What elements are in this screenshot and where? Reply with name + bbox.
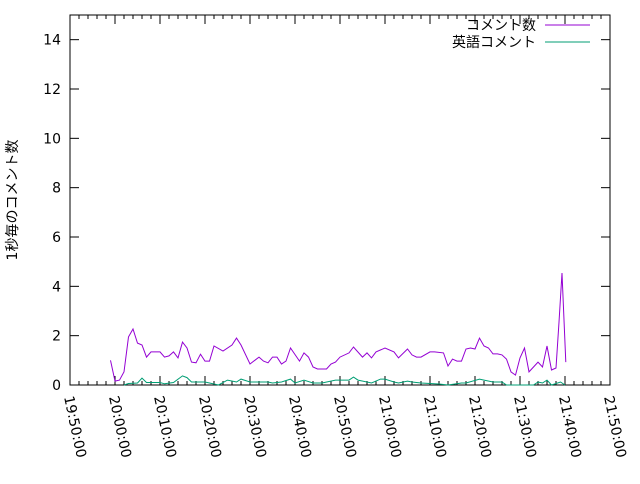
y-tick-label: 2 — [52, 329, 61, 345]
legend-label: 英語コメント — [452, 34, 536, 51]
x-tick-label: 21:00:00 — [375, 395, 404, 460]
x-tick-label: 20:20:00 — [195, 395, 224, 460]
x-tick-label: 21:20:00 — [465, 395, 494, 460]
series-line — [110, 272, 567, 382]
plot-border — [69, 14, 611, 386]
series-group — [110, 272, 567, 386]
x-tick-label: 21:10:00 — [420, 395, 449, 460]
y-tick-label: 14 — [43, 33, 61, 49]
axes: 0 2 4 6 8 10 12 14 19:50:00 20:00:00 20:10:00 20:20… — [43, 14, 629, 460]
x-tick-label: 20:50:00 — [330, 395, 359, 460]
x-tick-label: 20:30:00 — [240, 395, 269, 460]
y-tick-label: 8 — [52, 181, 61, 197]
x-tick-label: 21:30:00 — [510, 395, 539, 460]
y-tick-label: 12 — [43, 82, 61, 98]
x-tick-label: 20:40:00 — [285, 395, 314, 460]
x-tick-label: 20:00:00 — [105, 395, 134, 460]
y-tick-label: 0 — [52, 378, 61, 394]
legend-label: コメント数 — [466, 18, 536, 34]
series-line — [123, 375, 566, 386]
x-tick-label: 20:10:00 — [150, 395, 179, 460]
x-tick-label: 21:40:00 — [555, 395, 584, 460]
y-axis-label: 1秒毎のコメント数 — [5, 140, 21, 261]
y-tick-label: 6 — [52, 230, 61, 246]
x-tick-label: 19:50:00 — [60, 395, 89, 460]
x-tick-label: 21:50:00 — [600, 395, 629, 460]
y-tick-label: 4 — [52, 279, 61, 295]
y-tick-label: 10 — [43, 131, 61, 147]
